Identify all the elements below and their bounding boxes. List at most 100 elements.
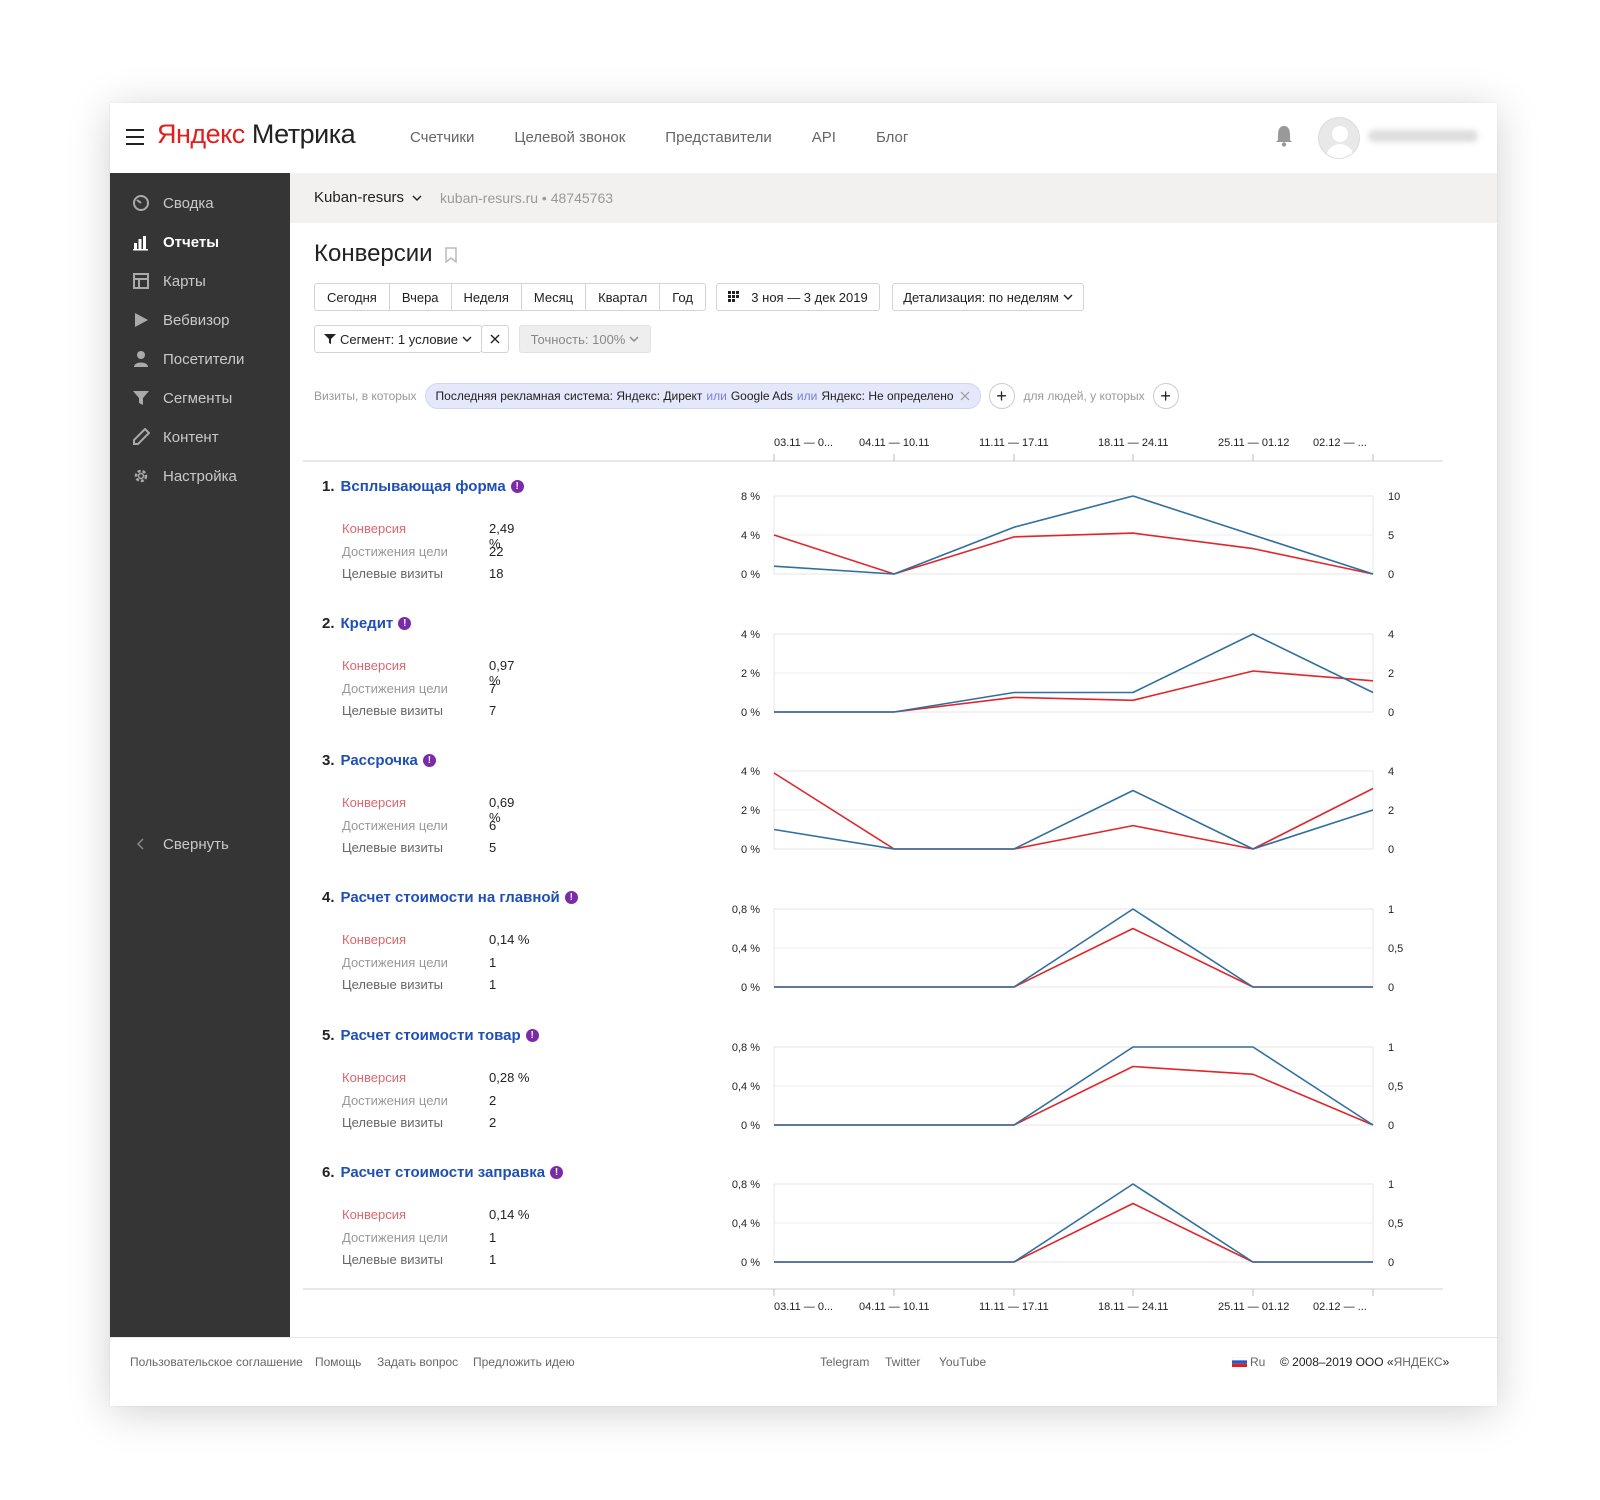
yandex-link[interactable]: ЯНДЕКС	[1393, 1355, 1443, 1369]
info-icon[interactable]: !	[550, 1166, 564, 1179]
metric-value-reaches: 1	[489, 1230, 497, 1245]
nav-blog[interactable]: Блог	[875, 129, 909, 146]
nav-counters[interactable]: Счетчики	[410, 129, 475, 146]
goal-block: 1. Всплывающая форма! Конверсия 2,49 % Дости…	[322, 478, 524, 581]
axis-tick-label: 04.11 — 10.11	[859, 437, 930, 449]
visits-line	[773, 789, 1374, 850]
nav-target-call[interactable]: Целевой звонок	[514, 129, 626, 146]
bell-icon[interactable]	[1274, 124, 1294, 148]
sidebar-item-label: Настройка	[163, 467, 237, 485]
goal-name-link[interactable]: Расчет стоимости заправка	[340, 1164, 546, 1181]
metric-label-conversion: Конверсия	[342, 658, 407, 673]
y-right-tick-label: 0	[1388, 1120, 1394, 1132]
axis-tick-label: 25.11 — 01.12	[1218, 437, 1289, 449]
segment-clear-button[interactable]	[481, 325, 509, 353]
sidebar-item-visitors[interactable]: Посетители	[132, 347, 244, 371]
metric-label-visits: Целевые визиты	[342, 703, 444, 718]
filter-chip[interactable]: Последняя рекламная система: Яндекс: Дир…	[424, 383, 981, 409]
counter-bar: Kuban-resurs kuban-resurs.ru • 48745763	[290, 173, 1497, 223]
accuracy-label: Точность: 100%	[530, 331, 626, 347]
date-range-button[interactable]: 3 ноя — 3 дек 2019	[716, 283, 880, 311]
info-icon[interactable]: !	[525, 1029, 539, 1042]
footer-youtube-link[interactable]: YouTube	[939, 1355, 987, 1369]
goal-name-link[interactable]: Всплывающая форма	[340, 478, 506, 495]
sidebar-item-label: Сегменты	[163, 389, 233, 407]
avatar[interactable]	[1318, 117, 1360, 159]
period-year[interactable]: Год	[672, 289, 693, 305]
axis-tick-label: 04.11 — 10.11	[859, 1301, 930, 1313]
info-icon[interactable]: !	[564, 891, 578, 904]
conversion-line	[774, 927, 1373, 988]
menu-icon[interactable]	[126, 129, 144, 145]
sidebar-item-summary[interactable]: Сводка	[132, 191, 214, 215]
add-people-condition-button[interactable]: +	[1152, 383, 1179, 409]
logo-yandex: Яндекс	[157, 119, 245, 149]
sidebar-item-label: Вебвизор	[163, 311, 230, 329]
sidebar-collapse-label: Свернуть	[163, 835, 229, 853]
goal-number: 4.	[322, 889, 335, 906]
y-left-tick-label: 4 %	[741, 766, 760, 778]
sidebar-collapse-button[interactable]: Свернуть	[132, 832, 229, 856]
footer-agreement-link[interactable]: Пользовательское соглашение	[130, 1355, 303, 1369]
conversion-line	[773, 772, 1374, 850]
copyright-prefix: © 2008–2019 ООО «	[1280, 1355, 1394, 1369]
axis-tick-label: 11.11 — 17.11	[979, 437, 1049, 449]
logo[interactable]: Яндекс Метрика	[157, 119, 356, 150]
nav-api[interactable]: API	[811, 129, 836, 146]
period-month[interactable]: Месяц	[522, 284, 587, 310]
metric-value-reaches: 7	[489, 681, 497, 696]
info-icon[interactable]: !	[398, 617, 412, 630]
info-icon[interactable]: !	[510, 480, 524, 493]
footer-language-switch[interactable]: Ru	[1232, 1355, 1265, 1369]
footer-ask-link[interactable]: Задать вопрос	[377, 1355, 459, 1369]
bookmark-icon[interactable]	[445, 247, 457, 263]
goal-title: 3. Рассрочка!	[322, 752, 436, 769]
footer-telegram-link[interactable]: Telegram	[820, 1355, 870, 1369]
footer-idea-link[interactable]: Предложить идею	[473, 1355, 575, 1369]
period-today[interactable]: Сегодня	[315, 284, 390, 310]
detail-dropdown[interactable]: Детализация: по неделям	[892, 283, 1084, 311]
logo-metrika: Метрика	[251, 119, 356, 149]
metric-value-reaches: 1	[489, 955, 497, 970]
metric-label-reaches: Достижения цели	[342, 955, 448, 970]
metric-value-reaches: 2	[489, 1093, 497, 1108]
sidebar-item-reports[interactable]: Отчеты	[132, 230, 219, 254]
accuracy-dropdown[interactable]: Точность: 100%	[519, 325, 651, 353]
y-left-tick-label: 0 %	[741, 982, 760, 994]
username-blurred[interactable]	[1368, 130, 1478, 142]
sidebar-item-content[interactable]: Контент	[132, 425, 219, 449]
y-right-tick-label: 10	[1388, 491, 1400, 503]
y-left-tick-label: 2 %	[741, 805, 760, 817]
period-week[interactable]: Неделя	[452, 284, 522, 310]
sidebar-item-segments[interactable]: Сегменты	[132, 386, 232, 410]
y-left-tick-label: 0,4 %	[732, 943, 760, 955]
page-title: Конверсии	[314, 240, 433, 267]
footer-twitter-link[interactable]: Twitter	[885, 1355, 921, 1369]
metric-value-reaches: 22	[489, 544, 504, 559]
y-left-tick-label: 4 %	[741, 629, 760, 641]
period-yesterday[interactable]: Вчера	[390, 284, 452, 310]
info-icon[interactable]: !	[422, 754, 436, 767]
metric-value-conversion: 0,69 %	[489, 795, 515, 825]
sidebar-item-settings[interactable]: Настройка	[132, 464, 237, 488]
goal-title: 1. Всплывающая форма!	[322, 478, 524, 495]
y-right-tick-label: 2	[1388, 668, 1394, 680]
bar-chart-icon	[132, 233, 150, 251]
chevron-down-icon	[629, 336, 639, 342]
sidebar-item-maps[interactable]: Карты	[132, 269, 206, 293]
goal-name-link[interactable]: Кредит	[340, 615, 394, 632]
footer-help-link[interactable]: Помощь	[315, 1355, 362, 1369]
goal-name-link[interactable]: Рассрочка	[340, 752, 418, 769]
goal-name-link[interactable]: Расчет стоимости на главной	[340, 889, 560, 906]
metric-label-conversion: Конверсия	[342, 795, 407, 810]
period-quarter[interactable]: Квартал	[586, 284, 661, 310]
metric-label-conversion: Конверсия	[342, 932, 407, 947]
sidebar-item-webvisor[interactable]: Вебвизор	[132, 308, 230, 332]
goal-name-link[interactable]: Расчет стоимости товар	[340, 1027, 521, 1044]
close-icon[interactable]	[960, 391, 970, 401]
y-right-tick-label: 0	[1388, 569, 1394, 581]
segment-dropdown[interactable]: Сегмент: 1 условие	[314, 325, 482, 353]
counter-selector[interactable]: Kuban-resurs	[314, 189, 422, 206]
nav-representatives[interactable]: Представители	[665, 129, 772, 146]
add-condition-button[interactable]: +	[988, 383, 1015, 409]
